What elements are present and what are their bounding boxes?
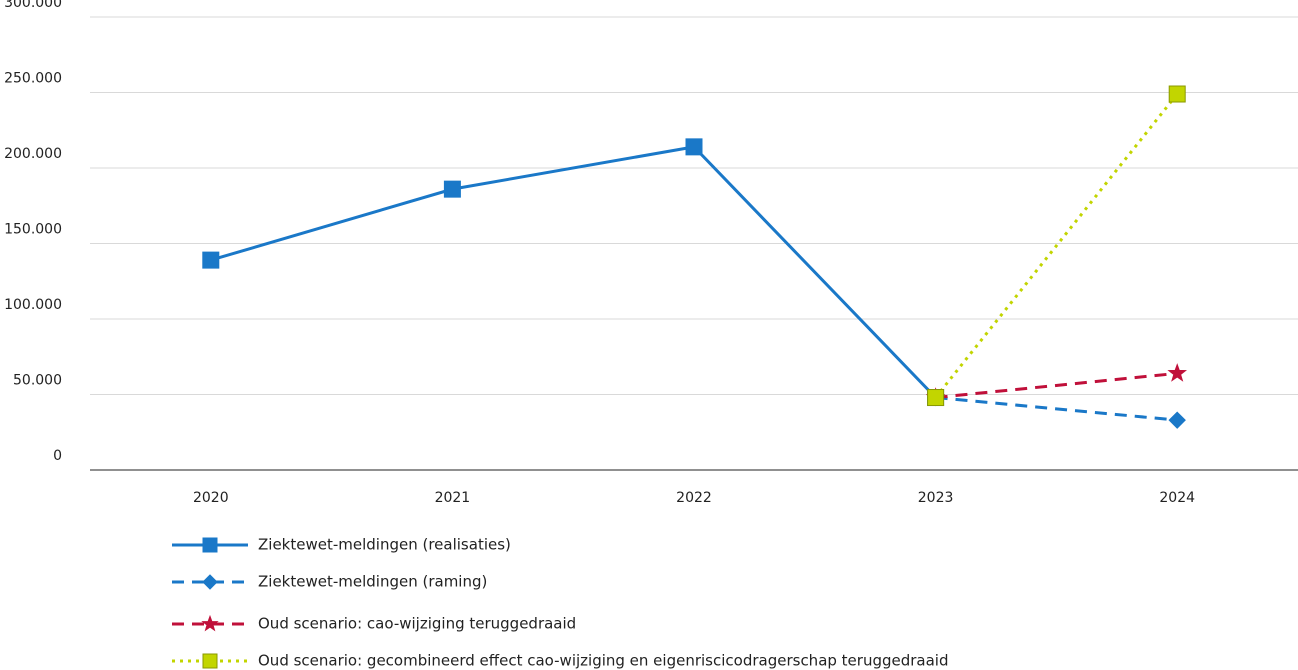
y-tick-label: 100.000 xyxy=(4,297,62,313)
series-line xyxy=(935,396,1178,422)
y-tick-label: 0 xyxy=(53,448,62,464)
series-line xyxy=(934,93,1179,399)
x-tick-label: 2023 xyxy=(918,490,954,506)
x-tick-label: 2022 xyxy=(676,490,712,506)
x-tick-label: 2020 xyxy=(193,490,229,506)
series-line xyxy=(935,371,1178,400)
x-tick-label: 2024 xyxy=(1159,490,1195,506)
legend-label: Oud scenario: cao-wijziging teruggedraai… xyxy=(258,615,576,633)
x-tick-label: 2021 xyxy=(435,490,471,506)
marker xyxy=(443,180,461,198)
legend-label: Ziektewet-meldingen (realisaties) xyxy=(258,536,511,554)
y-tick-label: 300.000 xyxy=(4,0,62,11)
marker xyxy=(1168,85,1186,103)
series-line xyxy=(210,145,937,399)
legend-label: Oud scenario: gecombineerd effect cao-wi… xyxy=(258,652,949,670)
y-tick-label: 200.000 xyxy=(4,146,62,162)
marker xyxy=(202,537,218,553)
marker xyxy=(685,138,703,156)
marker xyxy=(927,389,945,407)
marker xyxy=(202,251,220,269)
marker xyxy=(201,614,219,632)
y-tick-label: 250.000 xyxy=(4,71,62,87)
marker xyxy=(202,653,218,669)
y-tick-label: 150.000 xyxy=(4,222,62,238)
marker xyxy=(202,574,218,590)
legend: Ziektewet-meldingen (realisaties) Ziektew… xyxy=(172,536,949,670)
legend-label: Ziektewet-meldingen (raming) xyxy=(258,573,487,591)
marker xyxy=(1167,363,1187,382)
y-tick-label: 50.000 xyxy=(13,373,62,389)
marker xyxy=(1168,411,1186,429)
